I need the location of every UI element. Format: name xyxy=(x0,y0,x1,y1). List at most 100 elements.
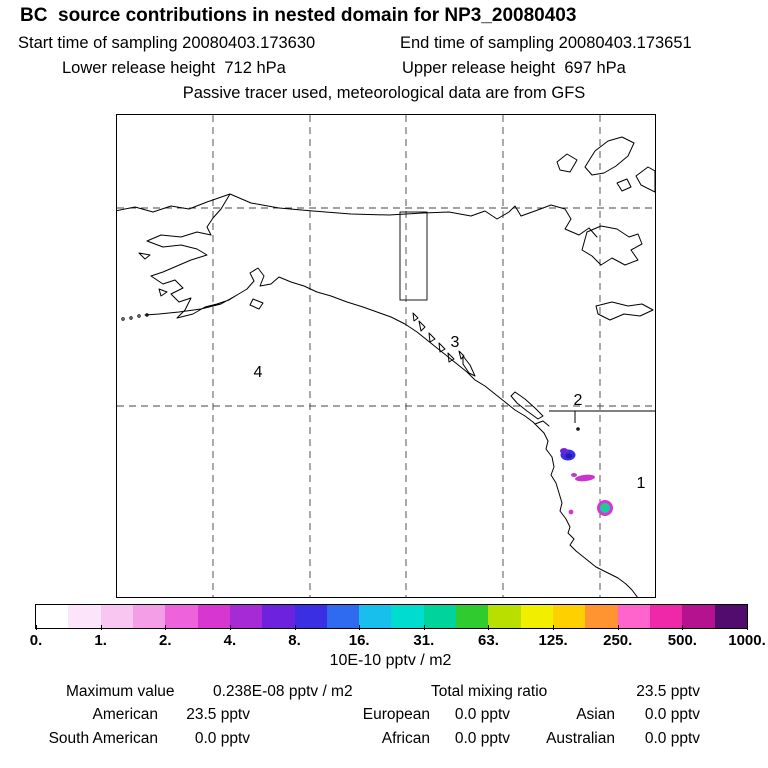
colorbar-units-label: 10E-10 pptv / m2 xyxy=(329,652,452,669)
colorbar-tick-mark xyxy=(229,625,231,630)
region-number-labels: 4 3 2 1 xyxy=(254,334,646,492)
start-time-text: Start time of sampling 20080403.173630 xyxy=(18,34,316,52)
nunivak-island xyxy=(158,288,168,297)
puget-inlet xyxy=(534,420,550,427)
colorbar-tick-mark xyxy=(100,625,102,630)
plume-dot-magenta-small xyxy=(571,473,577,477)
aleutian-islet xyxy=(137,314,141,318)
colorbar-tick-label: 2. xyxy=(159,632,172,649)
colorbar-tick-mark xyxy=(294,625,296,630)
region-name: Australian xyxy=(546,730,615,747)
map-svg: 4 3 2 1 xyxy=(114,115,656,599)
colorbar-segment xyxy=(423,605,457,628)
region-value: 0.0 pptv xyxy=(454,706,510,723)
aleutian-islet xyxy=(129,316,133,320)
plume-blob-green xyxy=(597,500,613,516)
colorbar-segment xyxy=(617,605,650,628)
panhandle-island xyxy=(447,352,455,363)
region-name: African xyxy=(381,730,430,747)
plume-blob-purple xyxy=(560,448,568,454)
region-name: Asian xyxy=(576,706,615,723)
colorbar-tick-mark xyxy=(617,625,619,630)
colorbar-segment xyxy=(262,605,295,628)
domain-box xyxy=(399,211,428,301)
colorbar-segment xyxy=(68,605,101,628)
panhandle-island xyxy=(418,320,426,332)
victoria-island xyxy=(635,166,656,193)
region-label-3: 3 xyxy=(451,334,460,351)
colorbar-segment xyxy=(520,605,553,628)
colorbar-segment xyxy=(649,605,683,628)
colorbar-tick-label: 1000. xyxy=(728,632,766,649)
region-name: American xyxy=(92,706,158,723)
region-label-2: 2 xyxy=(574,392,583,409)
north-coast xyxy=(114,193,598,238)
great-slave-lake xyxy=(595,301,654,321)
st-lawrence-island xyxy=(138,252,151,260)
plume-dash-magenta xyxy=(575,474,595,482)
source-contributions-table: American 23.5 pptv European 0.0 pptv Asian 0.… xyxy=(48,706,700,754)
region-label-1: 1 xyxy=(637,475,646,492)
south-coast xyxy=(236,267,545,434)
colorbar-tick-label: 500. xyxy=(667,632,697,649)
colorbar-segment xyxy=(714,605,747,628)
colorbar-tick-label: 125. xyxy=(538,632,568,649)
colorbar-segment xyxy=(229,605,263,628)
panhandle-island xyxy=(438,342,446,353)
colorbar-segment xyxy=(585,605,618,628)
region-value: 0.0 pptv xyxy=(454,730,510,747)
plume-blob-core xyxy=(565,453,573,459)
total-mixing-value: 23.5 pptv xyxy=(636,683,700,700)
colorbar-segment xyxy=(132,605,166,628)
colorbar-tick-label: 8. xyxy=(288,632,301,649)
concentration-plume xyxy=(560,427,613,516)
aleutian-islet xyxy=(145,313,149,317)
colorbar-tick-label: 1. xyxy=(94,632,107,649)
lower-release-text: Lower release height 712 hPa xyxy=(62,59,286,77)
colorbar-segment xyxy=(165,605,198,628)
region-name: European xyxy=(362,706,430,723)
colorbar-segment xyxy=(100,605,133,628)
region-name: South American xyxy=(48,730,158,747)
region-value: 0.0 pptv xyxy=(644,730,700,747)
panhandle-island xyxy=(412,312,419,322)
colorbar-tick-labels: 0. 1. 2. 4. 8. 16. 31. 63. 125. 250. 500. 1000. xyxy=(30,625,766,652)
kodiak-island xyxy=(249,298,264,310)
colorbar-tick-label: 4. xyxy=(223,632,237,649)
colorbar-tick-mark xyxy=(682,625,684,630)
region-boundary xyxy=(549,410,655,423)
region-label-4: 4 xyxy=(254,364,263,381)
colorbar-tick-label: 250. xyxy=(603,632,633,649)
plume-dot-magenta xyxy=(568,509,574,515)
colorbar-segment xyxy=(488,605,521,628)
colorbar-segment xyxy=(391,605,424,628)
coastlines xyxy=(114,136,656,599)
figure-title: BC source contributions in nested domain… xyxy=(20,5,577,26)
us-west-coast xyxy=(543,432,639,599)
colorbar-segment xyxy=(359,605,392,628)
vancouver-island xyxy=(510,391,544,420)
colorbar-tick-mark xyxy=(359,625,361,630)
colorbar-tick-mark xyxy=(165,625,167,630)
region-value: 23.5 pptv xyxy=(186,706,250,723)
colorbar-segment xyxy=(682,605,715,628)
haida-gwaii-north xyxy=(458,350,465,360)
colorbar-segment xyxy=(456,605,489,628)
receptor-dot xyxy=(576,427,580,431)
total-mixing-label: Total mixing ratio xyxy=(431,683,548,700)
colorbar-segment xyxy=(326,605,360,628)
banks-island xyxy=(584,136,635,176)
colorbar-segment xyxy=(197,605,230,628)
colorbar xyxy=(35,604,748,629)
aleutian-islet xyxy=(121,317,125,321)
grid-lines xyxy=(117,115,655,597)
haida-gwaii xyxy=(462,355,476,377)
colorbar-tick-label: 63. xyxy=(478,632,499,649)
map-panel: 4 3 2 1 xyxy=(114,114,656,599)
great-bear-lake xyxy=(581,225,643,266)
arctic-island xyxy=(556,153,578,173)
max-value: 0.238E-08 pptv / m2 xyxy=(213,683,353,700)
colorbar-tick-mark xyxy=(488,625,490,630)
region-value: 0.0 pptv xyxy=(194,730,250,747)
